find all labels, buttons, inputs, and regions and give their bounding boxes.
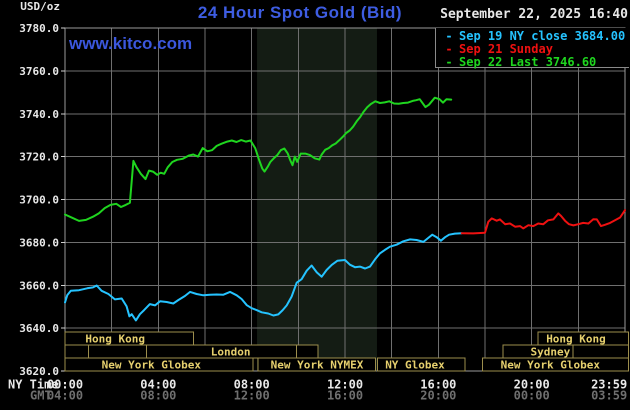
session-label: London [211,346,251,359]
y-tick-label: 3780.0 [19,22,59,35]
y-tick-label: 3620.0 [19,365,59,378]
legend-entry: - Sep 19 NY close 3684.00 [436,29,629,43]
session-label: New York NYMEX [271,359,364,372]
gridlines [65,28,625,371]
x-axis-labels: 00:0004:0004:0008:0008:0012:0012:0016:00… [8,378,627,403]
y-tick-label: 3740.0 [19,108,59,121]
session-box [257,357,376,372]
legend-dash-icon: - [445,42,453,56]
x-tick-label-gmt: 04:00 [47,389,83,403]
page-title: 24 Hour Spot Gold (Bid) [197,3,403,22]
x-axis-ny-caption: NY Time [8,378,59,392]
session-box [481,357,629,372]
x-tick-label-gmt: 12:00 [234,389,270,403]
legend-dash-icon: - [445,29,453,43]
y-tick-label: 3640.0 [19,322,59,335]
session-box [64,344,89,359]
session-label: Sydney [530,346,570,359]
chart-timestamp: September 22, 2025 16:40 [440,7,628,22]
session-box [64,357,254,372]
y-axis-ticks [61,27,65,372]
session-label: New York Globex [102,359,202,372]
legend-entry-label: Sep 19 NY close 3684.00 [459,29,626,43]
series-line-sep-22-last [64,96,453,222]
y-tick-label: 3660.0 [19,279,59,292]
session-label: New York Globex [501,359,601,372]
session-label: NY Globex [385,359,445,372]
x-tick-label-ny: 08:00 [234,378,270,392]
y-axis-labels: 3780.0 3760.0 3740.0 3720.0 3700.0 3680.0 3660… [19,22,59,378]
x-tick-label-ny: 12:00 [327,378,363,392]
x-tick-label-ny: 23:59 [591,378,627,392]
x-axis-gmt-caption: GMT [30,389,52,403]
series-line-sep-19-ny-close [64,232,463,322]
y-tick-label: 3760.0 [19,65,59,78]
series-line-sep-21-sunday [460,209,626,235]
x-tick-label-ny: 16:00 [420,378,456,392]
x-tick-label-gmt: 03:59 [591,389,627,403]
y-tick-label: 3680.0 [19,236,59,249]
x-tick-label-ny: 20:00 [514,378,550,392]
session-box [87,344,148,359]
x-tick-label-ny: 00:00 [47,378,83,392]
session-box [572,344,630,359]
y-tick-label: 3700.0 [19,194,59,207]
legend-entry: - Sep 21 Sunday [436,42,629,56]
x-tick-label-gmt: 16:00 [327,389,363,403]
x-tick-label-gmt: 20:00 [420,389,456,403]
y-axis-unit-label: USD/oz [20,0,60,13]
session-box [296,344,319,359]
x-tick-label-ny: 04:00 [140,378,176,392]
session-box [376,357,466,372]
session-label: Hong Kong [546,333,606,346]
x-tick-label-gmt: 00:00 [514,389,550,403]
legend-dash-icon: - [445,55,453,69]
legend-entry-label: Sep 22 Last 3746.60 [459,55,597,69]
kitco-watermark-link[interactable]: www.kitco.com [69,34,193,53]
legend-box: - Sep 19 NY close 3684.00- Sep 21 Sunday - S… [435,28,629,69]
legend-entry: - Sep 22 Last 3746.60 [436,55,629,69]
y-tick-label: 3720.0 [19,151,59,164]
session-label: Hong Kong [85,333,145,346]
legend-entry-label: Sep 21 Sunday [459,42,553,56]
x-tick-label-gmt: 08:00 [140,389,176,403]
